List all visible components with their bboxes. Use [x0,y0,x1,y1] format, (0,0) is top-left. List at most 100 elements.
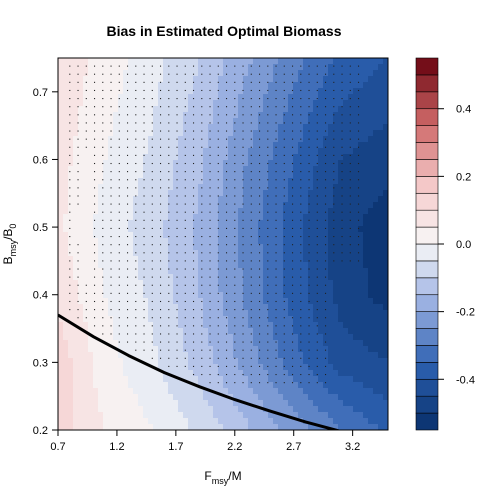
stipple-dot [250,317,252,319]
heat-cell [198,364,204,371]
heat-cell [183,394,189,401]
heat-cell [93,388,99,395]
heat-cell [348,364,354,371]
heat-cell [223,64,229,71]
heat-cell [153,292,159,299]
heat-cell [283,340,289,347]
heat-cell [193,424,199,430]
stipple-dot [324,357,327,359]
heat-cell [253,388,259,395]
heat-cell [348,64,354,71]
heat-cell [278,232,284,239]
heat-cell [228,142,234,149]
heat-cell [278,184,284,191]
heat-cell [128,166,134,173]
heat-cell [98,418,104,425]
heat-cell [108,142,114,149]
stipple-dot [159,146,162,148]
heat-cell [383,286,388,293]
heat-cell [363,316,369,323]
stipple-dot [316,317,318,319]
heat-cell [178,382,184,389]
heat-cell [93,406,99,413]
heat-cell [368,64,374,71]
heat-cell [83,130,89,137]
heat-cell [83,406,89,413]
heat-cell [193,262,199,269]
stipple-dot [225,284,228,286]
stipple-dot [308,300,310,303]
heat-cell [213,76,219,83]
heat-cell [383,94,388,101]
heat-cell [78,100,84,107]
heat-cell [148,220,154,227]
heat-cell [163,160,169,167]
stipple-dot [308,244,310,246]
heat-cell [258,310,264,317]
heat-cell [78,136,84,143]
heat-cell [383,142,388,149]
heat-cell [168,118,174,125]
heat-cell [338,268,344,275]
heat-cell [143,148,149,155]
heat-cell [173,328,179,335]
heat-cell [148,64,154,71]
heat-cell [83,76,89,83]
heat-cell [208,130,214,137]
heat-cell [153,310,159,317]
heat-cell [148,424,154,430]
heat-cell [228,94,234,101]
heat-cell [278,208,284,215]
heat-cell [313,298,319,305]
heat-cell [188,358,194,365]
heat-cell [108,190,114,197]
heat-cell [283,250,289,257]
heat-cell [293,292,299,299]
heat-cell [148,196,154,203]
heat-cell [103,352,109,359]
heat-cell [308,154,314,161]
heat-cell [308,340,314,347]
heat-cell [363,340,369,347]
heat-cell [318,172,324,179]
heat-cell [348,184,354,191]
heat-cell [293,364,299,371]
heat-cell [328,196,334,203]
stipple-dot [168,309,170,311]
stipple-dot [225,227,228,229]
stipple-dot [308,187,310,189]
heat-cell [218,244,224,251]
heat-cell [118,310,124,317]
heat-cell [288,268,294,275]
heat-cell [208,226,214,233]
heat-cell [233,148,239,155]
heat-cell [58,340,64,347]
heat-cell [333,160,339,167]
heat-cell [83,382,89,389]
heat-cell [368,148,374,155]
heat-cell [293,112,299,119]
heat-cell [318,166,324,173]
heat-cell [103,118,109,125]
heat-cell [313,94,319,101]
heat-cell [323,64,329,71]
heat-cell [358,322,364,329]
heat-cell [173,100,179,107]
heat-cell [73,340,79,347]
stipple-dot [341,219,343,221]
heat-cell [178,70,184,77]
heat-cell [68,238,74,245]
heat-cell [373,244,379,251]
heat-cell [88,208,94,215]
heat-cell [93,100,99,107]
heat-cell [378,58,384,65]
heat-cell [338,70,344,77]
heat-cell [103,358,109,365]
stipple-dot [258,292,261,294]
heat-cell [143,136,149,143]
heat-cell [153,406,159,413]
heat-cell [268,70,274,77]
heat-cell [338,166,344,173]
heat-cell [103,106,109,113]
stipple-dot [234,317,236,319]
